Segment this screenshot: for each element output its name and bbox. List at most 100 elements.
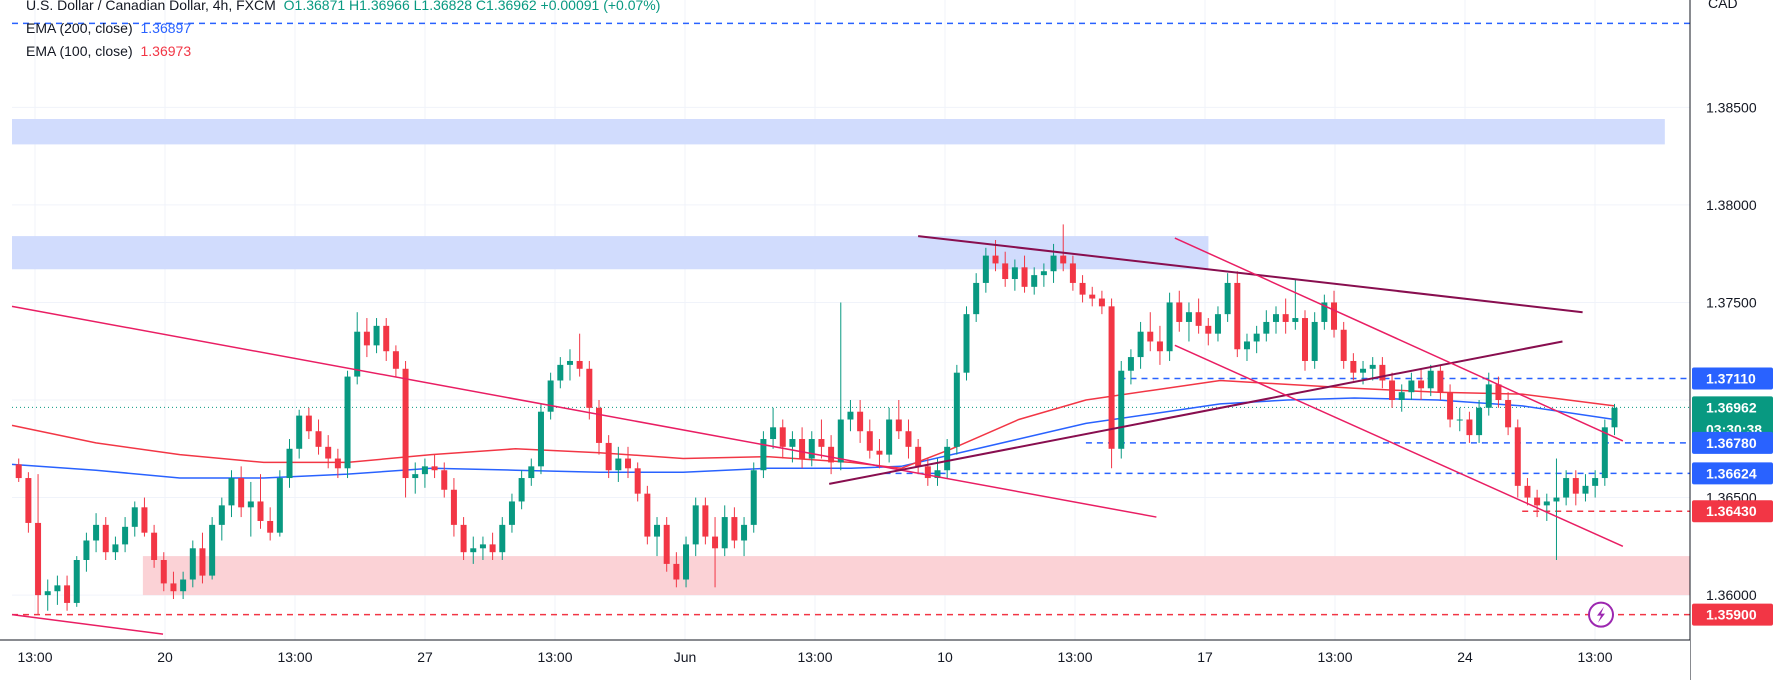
candle-body	[1311, 321, 1318, 361]
candle-body	[402, 368, 409, 479]
x-tick-label: 13:00	[797, 649, 832, 665]
candle-body	[837, 419, 844, 463]
candle-body	[557, 364, 564, 381]
candle	[1185, 302, 1192, 342]
candle-body	[1379, 364, 1386, 381]
candle	[122, 517, 129, 553]
candle-body	[886, 419, 893, 455]
zone	[142, 556, 1690, 596]
zones	[12, 119, 1690, 596]
candle-body	[857, 411, 864, 432]
candle	[712, 517, 719, 588]
candle	[750, 462, 757, 533]
currency-label: CAD	[1708, 0, 1738, 11]
candle-body	[1553, 497, 1560, 502]
legend-ema200[interactable]: EMA (200, close) 1.36897	[26, 17, 660, 40]
candle	[267, 507, 274, 541]
candle-body	[35, 522, 42, 596]
candle-body	[392, 351, 399, 369]
candle	[1050, 243, 1057, 283]
ema-lines	[11, 379, 1615, 479]
price-tag-label: 1.35900	[1706, 607, 1757, 623]
time-axis-bg	[0, 640, 1690, 680]
candle-body	[1118, 370, 1125, 449]
candle-body	[228, 478, 235, 506]
candle	[1340, 321, 1347, 369]
candle-body	[1408, 380, 1415, 393]
candle	[663, 517, 670, 572]
candle	[141, 497, 148, 537]
lightning-icon-bolt	[1597, 606, 1605, 623]
candle	[625, 446, 632, 479]
candle-body	[1156, 341, 1163, 352]
candle	[1601, 419, 1608, 486]
candle-body	[1253, 333, 1260, 342]
candle	[789, 431, 796, 463]
candle	[1389, 372, 1396, 408]
candle	[199, 532, 206, 584]
candle	[1292, 279, 1299, 330]
candle	[857, 400, 864, 443]
candle-body	[595, 407, 602, 443]
candle-body	[25, 478, 32, 523]
candle	[1408, 372, 1415, 400]
candle-body	[528, 466, 535, 479]
candle	[779, 419, 786, 459]
candle	[973, 273, 980, 322]
candle	[450, 478, 457, 537]
candle	[508, 493, 515, 533]
x-tick-label: Jun	[674, 649, 697, 665]
candle	[518, 470, 525, 510]
candle	[1031, 267, 1038, 295]
candle-body	[1195, 312, 1202, 326]
zone	[12, 119, 1665, 145]
candle	[373, 318, 380, 354]
candle-body	[625, 458, 632, 469]
candle-body	[1437, 370, 1444, 393]
candle-body	[1360, 368, 1367, 373]
x-tick-label: 24	[1457, 649, 1473, 665]
x-tick-label: 10	[937, 649, 953, 665]
candle-body	[470, 548, 477, 553]
candle-body	[334, 458, 341, 469]
candle	[73, 556, 80, 607]
candle-body	[1050, 255, 1057, 272]
candle-body	[44, 591, 51, 596]
price-tags: 1.371101.3696203:30:381.367801.366241.36…	[1588, 367, 1773, 628]
candle-body	[93, 524, 100, 541]
chart-legend: U.S. Dollar / Canadian Dollar, 4h, FXCM …	[26, 0, 660, 63]
candle-body	[905, 431, 912, 447]
candle-body	[102, 524, 109, 553]
y-tick-label: 1.36000	[1706, 587, 1757, 603]
candle-body	[54, 585, 61, 592]
candle-body	[1340, 329, 1347, 361]
x-tick-label: 20	[157, 649, 173, 665]
price-tag-bg	[1692, 396, 1773, 441]
candle-body	[828, 446, 835, 463]
trendline	[1174, 237, 1624, 442]
candle	[808, 431, 815, 467]
candle	[1302, 310, 1309, 371]
candle	[1253, 325, 1260, 354]
legend-ema100[interactable]: EMA (100, close) 1.36973	[26, 40, 660, 63]
candle	[770, 407, 777, 449]
candle-body	[1524, 485, 1531, 498]
candle-body	[257, 501, 264, 521]
price-tag: 1.36780	[1692, 431, 1773, 454]
y-tick-label: 1.37500	[1706, 294, 1757, 310]
candle	[895, 400, 902, 440]
candle	[866, 419, 873, 459]
candle-body	[1272, 314, 1279, 322]
candle	[1524, 478, 1531, 506]
candle-body	[721, 517, 728, 549]
candle	[1505, 392, 1512, 436]
candle-body	[586, 368, 593, 408]
candle	[1002, 251, 1009, 287]
trendlines	[11, 235, 1624, 635]
candle	[189, 540, 196, 588]
candle	[402, 360, 409, 498]
candle	[1040, 263, 1047, 287]
candle	[1534, 489, 1541, 518]
candle	[315, 419, 322, 455]
